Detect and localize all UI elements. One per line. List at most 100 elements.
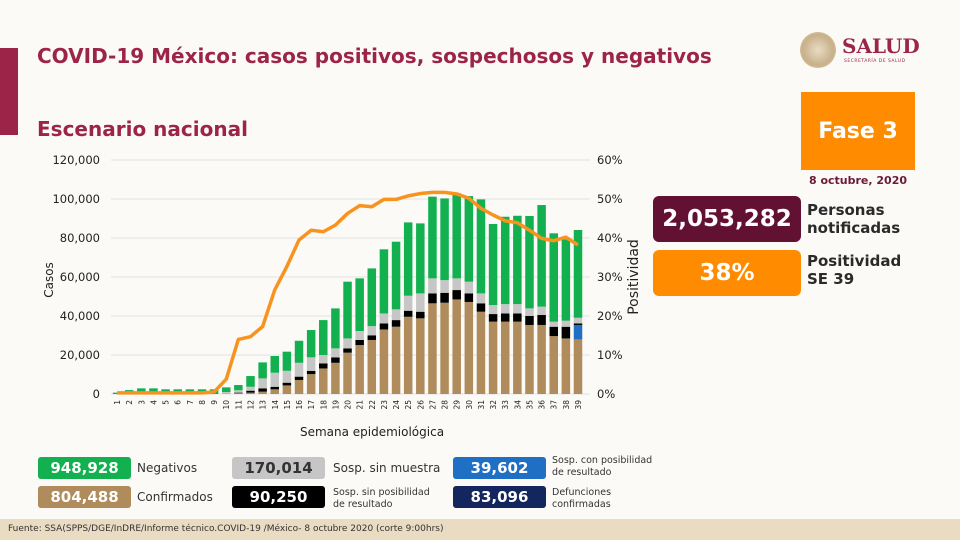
bar-sosp-sin-muestra-week-29 <box>452 278 461 291</box>
bar-sosp-sin-muestra-week-31 <box>476 293 486 304</box>
bar-confirmados-week-39 <box>573 339 583 394</box>
bar-confirmados-week-13 <box>258 391 267 394</box>
bar-sosp-sin-muestra-week-24 <box>391 309 401 321</box>
bar-negativos-week-29 <box>452 193 461 279</box>
y2-tick-label: 40% <box>597 231 623 245</box>
x-tick-label: 13 <box>259 400 268 410</box>
y-tick-label: 80,000 <box>60 231 100 245</box>
x-tick-label: 6 <box>174 400 183 405</box>
bar-negativos-week-10 <box>221 387 231 393</box>
bar-negativos-week-25 <box>403 222 413 296</box>
bar-sosp-sin-posibilidad-de-resultado-week-27 <box>428 293 437 304</box>
bar-confirmados-week-27 <box>428 303 437 394</box>
legend-sin-posibilidad-value: 90,250 <box>232 486 325 508</box>
bar-sosp-sin-posibilidad-de-resultado-week-29 <box>452 290 461 300</box>
bar-negativos-week-12 <box>246 376 255 387</box>
notified-people-label: Personas notificadas <box>807 201 900 237</box>
x-tick-label: 4 <box>149 400 158 405</box>
y-tick-label: 40,000 <box>60 309 100 323</box>
bar-negativos-week-15 <box>282 351 292 371</box>
bar-sosp-sin-muestra-week-22 <box>367 326 377 336</box>
x-tick-label: 21 <box>356 400 365 410</box>
x-tick-label: 39 <box>574 400 583 410</box>
y2-tick-label: 0% <box>597 387 615 401</box>
x-tick-label: 15 <box>283 400 292 410</box>
bar-sosp-sin-muestra-week-15 <box>282 370 292 383</box>
bar-sosp-sin-muestra-week-33 <box>500 304 510 314</box>
phase-badge: Fase 3 <box>801 92 915 170</box>
x-tick-label: 33 <box>501 400 510 410</box>
bar-negativos-week-13 <box>258 362 267 379</box>
bar-sosp-sin-posibilidad-de-resultado-week-12 <box>246 390 255 393</box>
x-tick-label: 18 <box>319 400 328 410</box>
legend-label-line: de resultado <box>333 499 393 510</box>
y-tick-label: 20,000 <box>60 348 100 362</box>
x-tick-label: 23 <box>380 400 389 410</box>
bar-sosp-sin-posibilidad-de-resultado-week-37 <box>549 326 558 337</box>
legend-sin-posibilidad-label: Sosp. sin posibilidad de resultado <box>333 487 430 511</box>
bar-confirmados-week-28 <box>440 302 449 394</box>
y2-tick-label: 30% <box>597 270 623 284</box>
page-title: COVID-19 México: casos positivos, sospec… <box>37 44 712 68</box>
report-date: 8 octubre, 2020 <box>808 174 908 187</box>
bar-negativos-week-11 <box>234 385 243 391</box>
bar-sosp-sin-posibilidad-de-resultado-week-30 <box>464 293 474 302</box>
x-tick-label: 22 <box>368 400 377 410</box>
bar-negativos-week-14 <box>270 355 280 373</box>
bar-sosp-sin-posibilidad-de-resultado-week-24 <box>391 320 401 327</box>
bar-sosp-sin-posibilidad-de-resultado-week-15 <box>282 382 292 386</box>
bar-confirmados-week-37 <box>549 336 558 394</box>
logo-word: SALUD <box>842 34 920 58</box>
bar-confirmados-week-33 <box>500 321 510 394</box>
legend-confirmados-value: 804,488 <box>38 486 131 508</box>
bar-confirmados-week-19 <box>331 362 340 394</box>
y2-tick-label: 50% <box>597 192 623 206</box>
kpi-label-line: SE 39 <box>807 270 855 288</box>
bar-confirmados-week-24 <box>391 326 401 394</box>
legend-negativos-value: 948,928 <box>38 457 131 479</box>
legend-label-line: Sosp. sin posibilidad <box>333 487 430 498</box>
page-subtitle: Escenario nacional <box>37 117 248 141</box>
x-tick-label: 30 <box>465 400 474 410</box>
bar-confirmados-week-18 <box>319 368 328 394</box>
salud-logo: SALUD SECRETARÍA DE SALUD <box>800 32 920 72</box>
x-tick-label: 10 <box>222 400 231 410</box>
legend-label-line: confirmadas <box>552 499 611 510</box>
legend-label-line: de resultado <box>552 467 612 478</box>
x-tick-label: 35 <box>525 400 534 410</box>
bar-sosp-sin-muestra-week-18 <box>319 355 328 364</box>
bar-negativos-week-31 <box>476 199 486 294</box>
bar-sosp-sin-muestra-week-37 <box>549 321 558 327</box>
bar-sosp-sin-muestra-week-21 <box>355 331 364 340</box>
x-tick-label: 7 <box>186 400 195 405</box>
bar-sosp-sin-muestra-week-27 <box>428 278 437 294</box>
bar-negativos-week-19 <box>331 308 340 349</box>
bar-sosp-sin-posibilidad-de-resultado-week-21 <box>355 339 364 346</box>
bar-sosp-sin-posibilidad-de-resultado-week-26 <box>416 311 425 319</box>
bar-sosp-sin-posibilidad-de-resultado-week-28 <box>440 292 449 303</box>
x-tick-label: 26 <box>416 400 425 410</box>
bar-confirmados-week-29 <box>452 299 461 394</box>
x-tick-label: 32 <box>489 400 498 410</box>
x-tick-label: 5 <box>162 400 171 405</box>
bar-sosp-con-posibilidad-de-resultado-week-39 <box>573 324 583 340</box>
bar-sosp-sin-muestra-week-34 <box>513 304 522 314</box>
bar-confirmados-week-35 <box>525 324 534 394</box>
y-axis-title: Casos <box>42 262 56 298</box>
bar-sosp-sin-posibilidad-de-resultado-week-25 <box>403 310 413 317</box>
bar-sosp-sin-posibilidad-de-resultado-week-38 <box>561 326 571 339</box>
bar-negativos-week-35 <box>525 215 534 309</box>
x-tick-label: 17 <box>307 400 316 410</box>
bar-confirmados-week-22 <box>367 339 377 394</box>
x-tick-label: 24 <box>392 400 401 410</box>
bar-sosp-sin-muestra-week-10 <box>221 392 231 394</box>
bar-sosp-sin-muestra-week-19 <box>331 348 340 358</box>
bar-negativos-week-18 <box>319 320 328 355</box>
bar-sosp-sin-muestra-week-38 <box>561 320 571 327</box>
bar-negativos-week-38 <box>561 239 571 321</box>
bar-negativos-week-21 <box>355 278 364 332</box>
legend-label-line: Sosp. con posibilidad <box>552 455 653 466</box>
bar-sosp-sin-muestra-week-13 <box>258 378 267 389</box>
legend-defunciones-value: 83,096 <box>453 486 546 508</box>
bar-sosp-sin-posibilidad-de-resultado-week-31 <box>476 303 486 312</box>
